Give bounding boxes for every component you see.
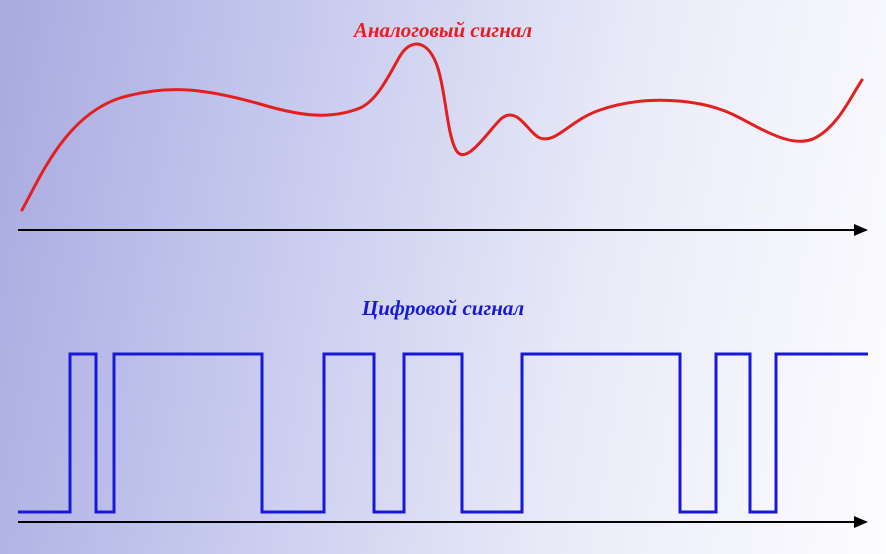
digital-chart	[0, 316, 886, 536]
analog-svg	[0, 38, 886, 243]
digital-signal-path	[18, 354, 868, 512]
analog-axis-arrowhead	[854, 224, 868, 236]
analog-signal-path	[22, 44, 862, 210]
digital-svg	[0, 316, 886, 536]
analog-chart	[0, 38, 886, 243]
digital-axis-arrowhead	[854, 516, 868, 528]
